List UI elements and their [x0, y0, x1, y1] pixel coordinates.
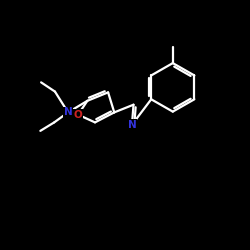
Text: N: N [64, 108, 72, 118]
Text: N: N [128, 120, 136, 130]
Text: O: O [74, 110, 82, 120]
